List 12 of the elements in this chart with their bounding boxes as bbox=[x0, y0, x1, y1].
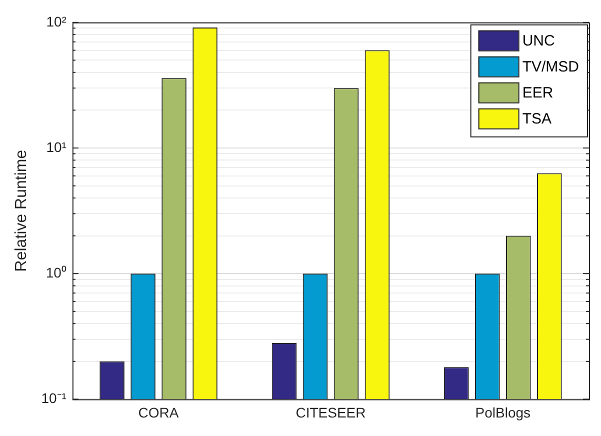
y-axis-title: Relative Runtime bbox=[13, 150, 30, 272]
legend-label: UNC bbox=[522, 32, 555, 50]
y-tick-label: 10⁰ bbox=[46, 264, 66, 280]
legend-label: EER bbox=[522, 84, 554, 102]
legend-label: TV/MSD bbox=[522, 58, 580, 76]
x-tick-label: PolBlogs bbox=[475, 404, 531, 420]
y-tick-label: 10⁻¹ bbox=[41, 390, 67, 406]
legend-label: TSA bbox=[522, 110, 552, 128]
y-tick-label: 10¹ bbox=[46, 138, 67, 155]
x-tick-label: CITESEER bbox=[296, 404, 366, 420]
y-tick-label: 10² bbox=[46, 13, 67, 30]
x-tick-label: CORA bbox=[138, 404, 180, 420]
